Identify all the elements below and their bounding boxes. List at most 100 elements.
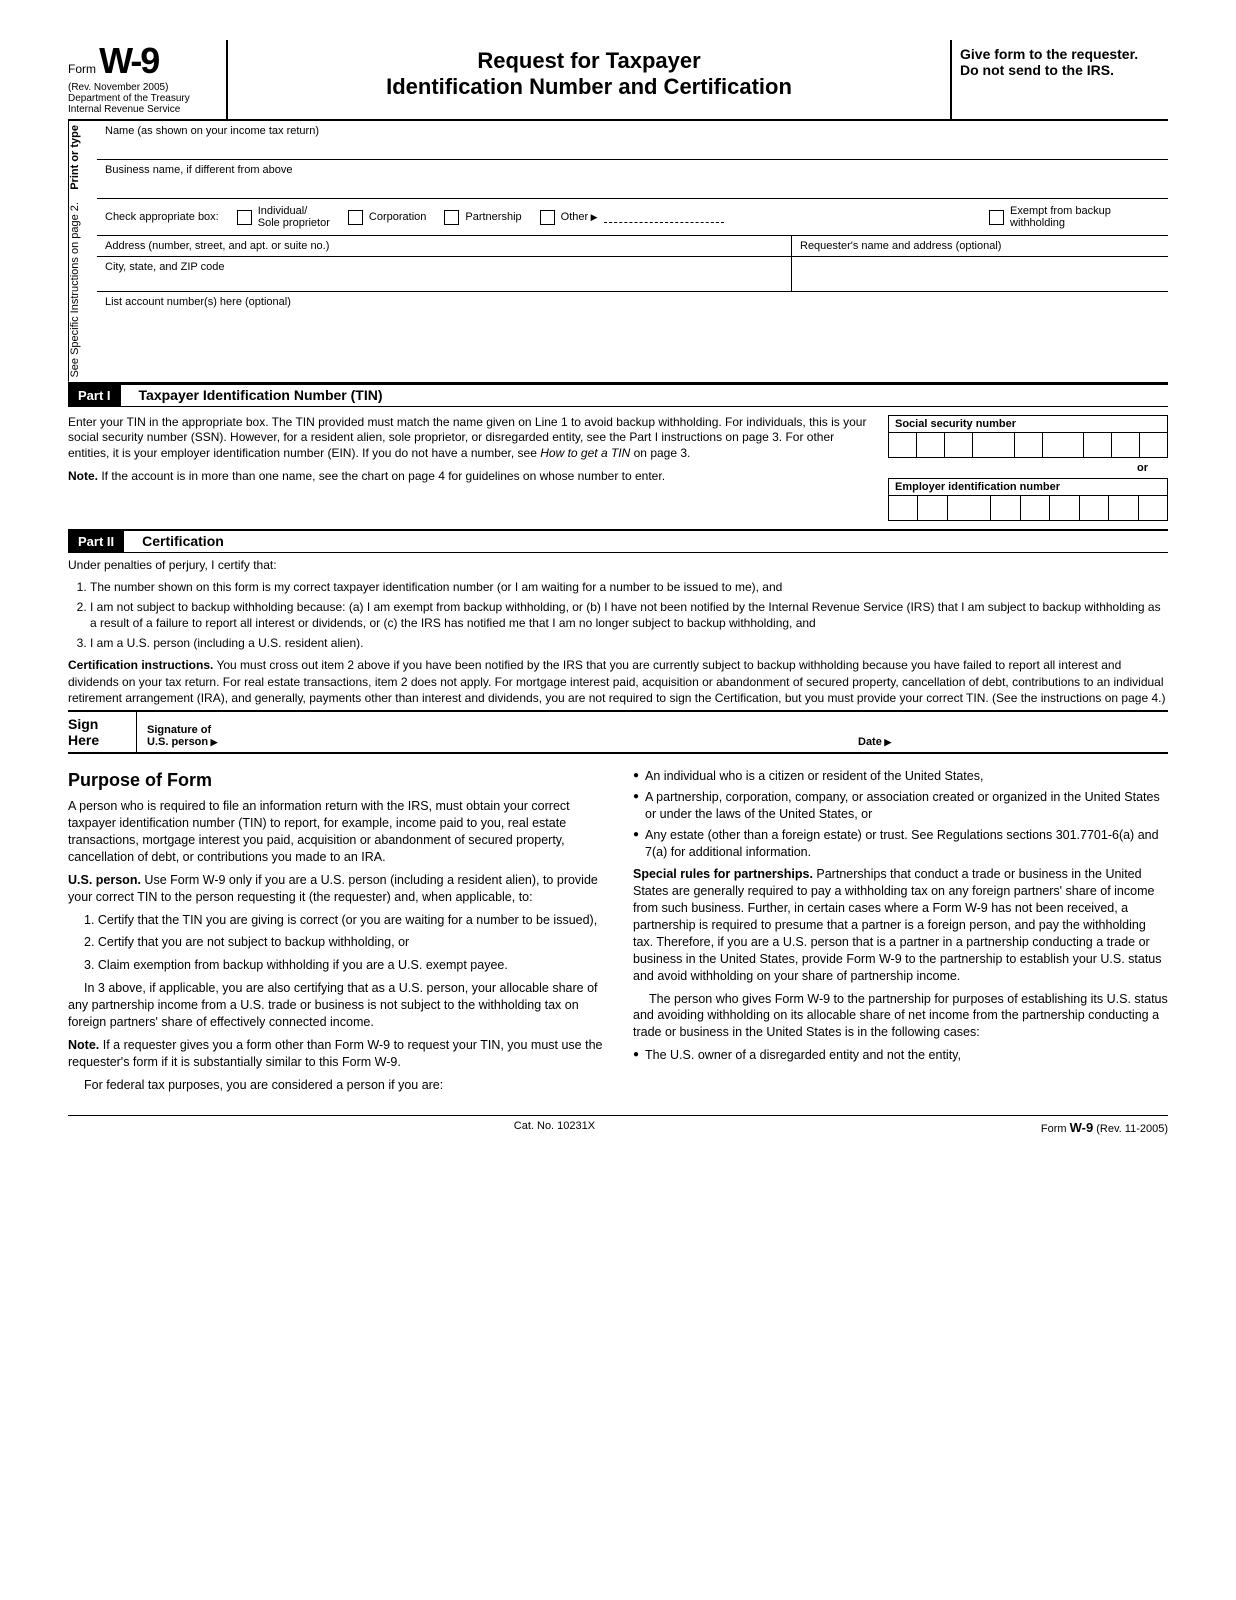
- name-label: Name (as shown on your income tax return…: [105, 125, 319, 137]
- checkbox-individual[interactable]: Individual/ Sole proprietor: [237, 205, 330, 229]
- business-name-field[interactable]: Business name, if different from above: [97, 160, 1168, 199]
- checkbox-icon: [444, 210, 459, 225]
- tin-entry-boxes: Social security number or Employer ident…: [888, 415, 1168, 521]
- checkbox-partnership[interactable]: Partnership: [444, 210, 521, 225]
- sign-label-1: Sign: [68, 716, 126, 732]
- usperson-text: Use Form W-9 only if you are a U.S. pers…: [68, 873, 598, 904]
- requester-continued: [792, 257, 1168, 291]
- instructions-columns: Purpose of Form A person who is required…: [68, 754, 1168, 1099]
- corporation-label: Corporation: [369, 211, 426, 223]
- title-line-1: Request for Taxpayer: [238, 48, 940, 74]
- checkbox-corporation[interactable]: Corporation: [348, 210, 426, 225]
- requester-field[interactable]: Requester's name and address (optional): [792, 236, 1168, 256]
- tin-or-label: or: [888, 458, 1168, 478]
- ein-input[interactable]: [888, 495, 1168, 521]
- purpose-note: If a requester gives you a form other th…: [68, 1038, 603, 1069]
- signature-label: Signature of U.S. person: [147, 724, 218, 748]
- form-number: W-9: [99, 40, 158, 81]
- purpose-p2: In 3 above, if applicable, you are also …: [68, 980, 603, 1031]
- instructions-col-1: Purpose of Form A person who is required…: [68, 764, 603, 1099]
- requester-label: Requester's name and address (optional): [800, 240, 1001, 252]
- signature-field[interactable]: Signature of U.S. person: [137, 712, 848, 752]
- individual-label: Individual/ Sole proprietor: [258, 205, 330, 229]
- purpose-p1: A person who is required to file an info…: [68, 798, 603, 866]
- cert-intro: Under penalties of perjury, I certify th…: [68, 557, 1168, 573]
- address-field[interactable]: Address (number, street, and apt. or sui…: [97, 236, 792, 256]
- checkbox-other[interactable]: Other: [540, 210, 724, 225]
- address-label: Address (number, street, and apt. or sui…: [105, 240, 329, 252]
- ssn-input[interactable]: [888, 432, 1168, 458]
- other-fill-line[interactable]: [604, 212, 724, 223]
- page-footer: Cat. No. 10231X Form W-9 (Rev. 11-2005): [68, 1115, 1168, 1135]
- dept-line-1: Department of the Treasury: [68, 93, 218, 104]
- ssn-label: Social security number: [888, 415, 1168, 432]
- side-instructions: See Specific Instructions on page 2. Pri…: [68, 121, 97, 382]
- footer-form-label: Form: [1041, 1123, 1067, 1135]
- sign-label-2: Here: [68, 732, 126, 748]
- checkbox-icon: [540, 210, 555, 225]
- form-title: Request for Taxpayer Identification Numb…: [228, 40, 952, 119]
- part-2-header: Part II Certification: [68, 529, 1168, 553]
- purpose-l1: 1. Certify that the TIN you are giving i…: [68, 912, 603, 929]
- title-line-2: Identification Number and Certification: [238, 74, 940, 100]
- purpose-title: Purpose of Form: [68, 768, 603, 792]
- signature-row: Sign Here Signature of U.S. person Date: [68, 710, 1168, 754]
- part-1-header: Part I Taxpayer Identification Number (T…: [68, 383, 1168, 407]
- city-field[interactable]: City, state, and ZIP code: [97, 257, 792, 291]
- purpose-l2: 2. Certify that you are not subject to b…: [68, 934, 603, 951]
- account-label: List account number(s) here (optional): [105, 296, 291, 308]
- side-label-bottom: See Specific Instructions on page 2.: [69, 202, 81, 378]
- cert-instr-text: You must cross out item 2 above if you h…: [68, 658, 1165, 704]
- cert-item-2: I am not subject to backup withholding b…: [90, 599, 1168, 631]
- form-header: Form W-9 (Rev. November 2005) Department…: [68, 40, 1168, 121]
- tin-text-end: on page 3.: [630, 446, 690, 460]
- side-label-top: Print or type: [69, 125, 81, 190]
- info-rows: Name (as shown on your income tax return…: [97, 121, 1168, 382]
- checkbox-icon: [237, 210, 252, 225]
- revision-date: (Rev. November 2005): [68, 82, 218, 93]
- cert-instr-bold: Certification instructions.: [68, 658, 213, 672]
- col2-b2: A partnership, corporation, company, or …: [645, 789, 1168, 823]
- col2-b3: Any estate (other than a foreign estate)…: [645, 827, 1168, 861]
- tin-note: If the account is in more than one name,…: [98, 469, 665, 483]
- sign-here-label: Sign Here: [68, 712, 137, 752]
- name-field[interactable]: Name (as shown on your income tax return…: [97, 121, 1168, 160]
- header-left: Form W-9 (Rev. November 2005) Department…: [68, 40, 228, 119]
- checkbox-exempt[interactable]: Exempt from backup withholding: [989, 205, 1160, 229]
- certification-text: Under penalties of perjury, I certify th…: [68, 553, 1168, 711]
- usperson-bold: U.S. person.: [68, 873, 141, 887]
- purpose-note-bold: Note.: [68, 1038, 99, 1052]
- part-1-title: Taxpayer Identification Number (TIN): [121, 387, 383, 403]
- sp-bold: Special rules for partnerships.: [633, 867, 813, 881]
- check-label: Check appropriate box:: [105, 211, 219, 223]
- tin-instructions: Enter your TIN in the appropriate box. T…: [68, 415, 872, 521]
- catalog-number: Cat. No. 10231X: [514, 1120, 595, 1135]
- footer-form-ref: Form W-9 (Rev. 11-2005): [1041, 1120, 1168, 1135]
- part-2-tag: Part II: [68, 531, 124, 552]
- instructions-col-2: An individual who is a citizen or reside…: [633, 764, 1168, 1099]
- header-instructions: Give form to the requester. Do not send …: [952, 40, 1168, 119]
- tin-section: Enter your TIN in the appropriate box. T…: [68, 407, 1168, 529]
- account-numbers-field[interactable]: List account number(s) here (optional): [97, 292, 1168, 330]
- exempt-label: Exempt from backup withholding: [1010, 205, 1160, 229]
- purpose-p3: For federal tax purposes, you are consid…: [68, 1077, 603, 1094]
- date-label: Date: [858, 736, 891, 748]
- ein-label: Employer identification number: [888, 478, 1168, 495]
- purpose-l3: 3. Claim exemption from backup withholdi…: [68, 957, 603, 974]
- footer-form-num: W-9: [1070, 1120, 1094, 1135]
- tin-text-1: Enter your TIN in the appropriate box. T…: [68, 415, 866, 460]
- taxpayer-info-block: See Specific Instructions on page 2. Pri…: [68, 121, 1168, 383]
- other-label: Other: [561, 211, 598, 223]
- form-w9-page: Form W-9 (Rev. November 2005) Department…: [68, 40, 1168, 1135]
- col2-b4: The U.S. owner of a disregarded entity a…: [645, 1047, 961, 1064]
- partnership-label: Partnership: [465, 211, 521, 223]
- checkbox-icon: [348, 210, 363, 225]
- checkbox-icon: [989, 210, 1004, 225]
- city-label: City, state, and ZIP code: [105, 261, 224, 273]
- sp-text: Partnerships that conduct a trade or bus…: [633, 867, 1162, 982]
- col2-b1: An individual who is a citizen or reside…: [645, 768, 983, 785]
- col2-p4: The person who gives Form W-9 to the par…: [633, 991, 1168, 1042]
- form-label: Form: [68, 62, 96, 76]
- date-field[interactable]: Date: [848, 712, 1168, 752]
- entity-type-row: Check appropriate box: Individual/ Sole …: [97, 199, 1168, 236]
